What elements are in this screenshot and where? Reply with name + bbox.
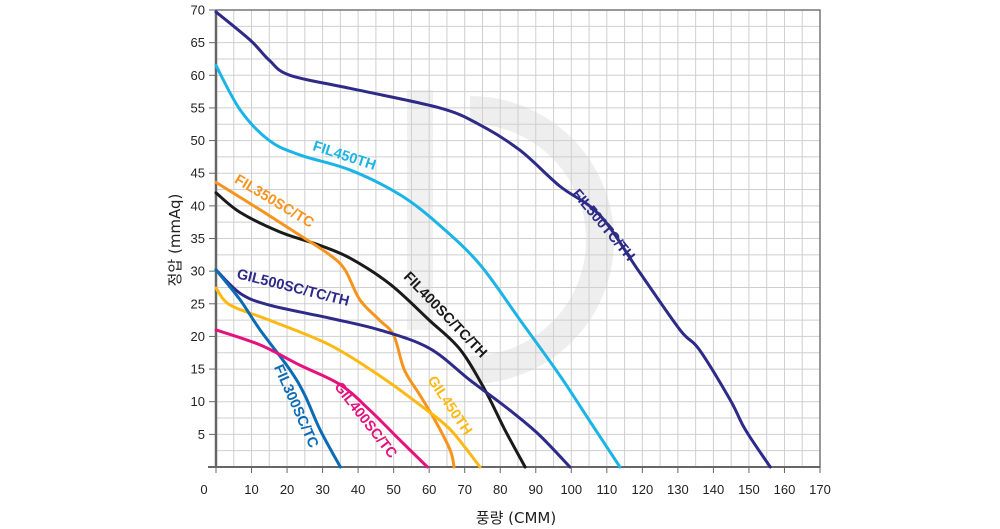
curves: [214, 10, 772, 469]
x-tick-label: 160: [774, 482, 796, 497]
curve-gil400sc-tc: [214, 328, 429, 469]
x-tick-label: 30: [315, 482, 329, 497]
y-axis-title: 정압 (mmAq): [166, 194, 184, 287]
x-tick-label: 100: [560, 482, 582, 497]
axes: 0 10 20 30 40 50 60 70 80 90 100 110 120 130 140 150 160…: [191, 3, 831, 498]
x-tick-label: 0: [200, 482, 207, 497]
x-tick-label: 90: [529, 482, 543, 497]
x-tick-label: 80: [493, 482, 507, 497]
x-tick-label: 150: [738, 482, 760, 497]
y-tick-label: 60: [191, 68, 205, 83]
y-tick-label: 15: [191, 362, 205, 377]
curve-label-fil300sc-tc: FIL300SC/TC: [270, 362, 321, 451]
x-tick-label: 50: [386, 482, 400, 497]
y-tick-label: 50: [191, 133, 205, 148]
x-axis-title: 풍량 (CMM): [476, 509, 556, 527]
curve-gil500sc-tc-th: [214, 268, 572, 469]
x-tick-label: 170: [809, 482, 831, 497]
y-tick-label: 10: [191, 394, 205, 409]
x-tick-label: 70: [457, 482, 471, 497]
x-tick-label: 140: [703, 482, 725, 497]
x-tick-label: 60: [422, 482, 436, 497]
y-tick-label: 25: [191, 296, 205, 311]
curve-fil500tc-th: [214, 10, 772, 469]
y-tick-label: 20: [191, 329, 205, 344]
x-tick-label: 40: [351, 482, 365, 497]
curve-fil300sc-tc: [214, 268, 342, 469]
y-tick-label: 35: [191, 231, 205, 246]
x-tick-label: 110: [596, 482, 617, 497]
y-tick-label: 5: [198, 427, 205, 442]
y-tick-label: 30: [191, 264, 205, 279]
curve-fil350sc-tc: [214, 180, 456, 469]
curve-label-gil400sc-tc: GIL400SC/TC: [331, 379, 400, 462]
curve-gil450th: [214, 286, 482, 469]
x-tick-label: 10: [244, 482, 258, 497]
y-tick-label: 45: [191, 166, 205, 181]
x-tick-label: 20: [280, 482, 294, 497]
y-tick-label: 70: [191, 3, 205, 18]
curve-fil450th: [214, 63, 622, 469]
curve-fil400sc-tc-th: [214, 191, 527, 469]
x-tick-label: 130: [667, 482, 689, 497]
y-tick-label: 40: [191, 198, 205, 213]
grid: [216, 10, 820, 467]
x-tick-label: 120: [632, 482, 654, 497]
y-tick-label: 65: [191, 35, 205, 50]
y-tick-label: 55: [191, 100, 205, 115]
